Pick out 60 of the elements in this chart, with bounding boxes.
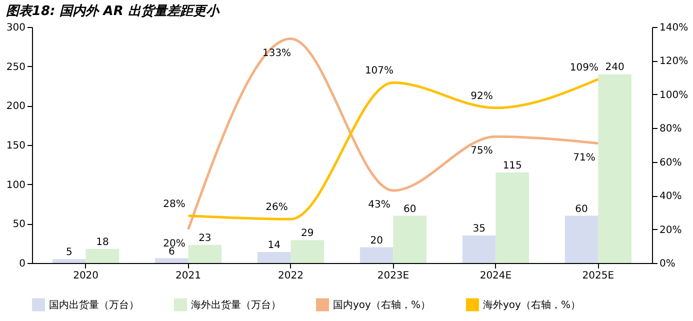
bar <box>290 240 324 263</box>
legend-label: 国内出货量（万台） <box>49 298 139 311</box>
bar <box>257 252 291 263</box>
bar <box>598 74 632 263</box>
bar <box>564 216 598 263</box>
data-label: 92% <box>470 90 493 102</box>
data-label: 26% <box>266 202 288 214</box>
data-label: 115 <box>502 160 522 172</box>
bar <box>496 172 530 263</box>
data-label: 133% <box>262 48 292 59</box>
legend-label: 海外yoy（右轴，%） <box>483 298 580 311</box>
y-tick-label: 100 <box>6 180 26 191</box>
data-label: 20 <box>370 235 383 246</box>
data-label: 29 <box>301 228 314 240</box>
x-tick-label: 2025E <box>582 270 614 282</box>
y2-tick-label: 40% <box>660 191 682 202</box>
x-tick-label: 2020 <box>73 270 99 282</box>
data-label: 23 <box>198 232 212 244</box>
bar <box>393 216 427 263</box>
data-label: 35 <box>472 223 486 234</box>
y2-tick-label: 0% <box>660 258 676 270</box>
y2-tick-label: 120% <box>660 56 688 68</box>
bar <box>86 248 120 263</box>
data-label: 60 <box>575 204 588 215</box>
y-tick-label: 0 <box>19 258 26 270</box>
x-tick-label: 2021 <box>176 270 202 282</box>
data-label: 6 <box>168 246 175 258</box>
x-tick-label: 2024E <box>480 270 512 282</box>
y-tick-label: 250 <box>6 62 26 73</box>
data-label: 43% <box>368 200 390 211</box>
y2-tick-label: 80% <box>660 124 682 135</box>
data-label: 18 <box>96 236 109 248</box>
data-label: 107% <box>364 66 394 77</box>
y-tick-label: 50 <box>12 219 26 230</box>
x-tick-label: 2022 <box>278 270 304 282</box>
data-label: 14 <box>268 240 280 251</box>
y-tick-label: 300 <box>6 22 26 34</box>
y-tick-label: 200 <box>6 101 26 112</box>
bar <box>462 235 496 263</box>
data-label: 109% <box>570 62 598 74</box>
bar <box>360 247 394 263</box>
y2-tick-label: 140% <box>660 22 688 34</box>
legend-label: 国内yoy（右轴，%） <box>333 298 430 311</box>
y2-tick-label: 100% <box>660 90 688 101</box>
data-label: 71% <box>573 152 596 164</box>
data-label: 60 <box>404 204 416 215</box>
data-label: 5 <box>66 247 72 258</box>
data-label: 240 <box>605 62 624 74</box>
y-tick-label: 150 <box>6 140 26 152</box>
y2-tick-label: 60% <box>660 157 682 168</box>
data-label: 75% <box>470 146 493 157</box>
bar <box>154 258 188 263</box>
bar <box>188 244 222 263</box>
bar <box>52 259 86 263</box>
data-label: 28% <box>163 198 186 210</box>
y2-tick-label: 20% <box>660 224 682 236</box>
line-series <box>187 78 600 220</box>
x-tick-label: 2023E <box>377 270 410 282</box>
chart-title: 图表18: 国内外 AR 出货量差距更小 <box>6 4 220 19</box>
legend-label: 海外出货量（万台） <box>191 298 281 311</box>
